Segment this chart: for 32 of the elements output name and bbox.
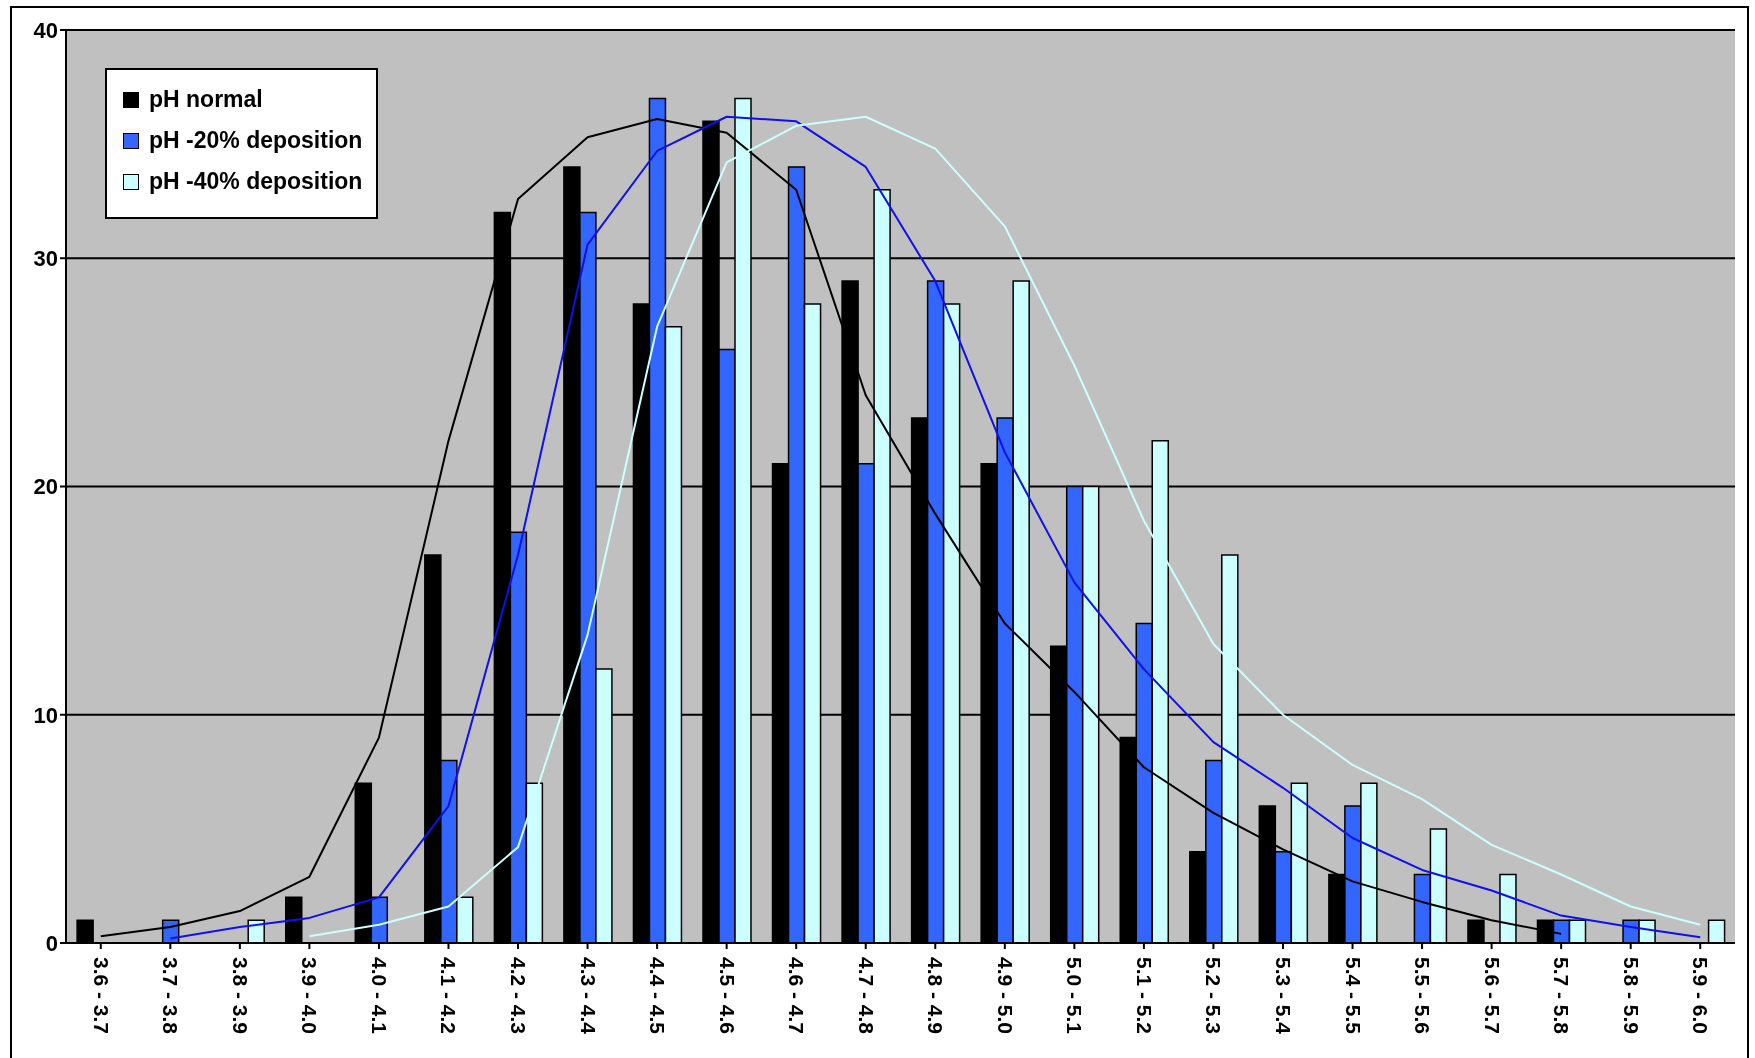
x-tick-label: 4.0 - 4.1 xyxy=(367,957,391,1035)
x-tick-label: 5.1 - 5.2 xyxy=(1132,957,1156,1035)
y-tick-label: 20 xyxy=(33,474,58,500)
x-tick-label: 3.8 - 3.9 xyxy=(228,957,252,1035)
x-tick-label: 3.6 - 3.7 xyxy=(89,957,113,1035)
x-tick-label: 5.8 - 5.9 xyxy=(1619,957,1643,1035)
y-tick-label: 40 xyxy=(33,17,58,43)
x-tick-label: 4.1 - 4.2 xyxy=(437,957,461,1035)
x-tick-label: 4.2 - 4.3 xyxy=(507,957,531,1035)
legend-label: pH -40% deposition xyxy=(149,168,363,195)
legend-label: pH normal xyxy=(149,86,263,113)
x-tick-label: 5.2 - 5.3 xyxy=(1202,957,1226,1035)
y-tick-label: 10 xyxy=(33,702,58,728)
x-tick-label: 5.4 - 5.5 xyxy=(1341,957,1365,1035)
legend-label: pH -20% deposition xyxy=(149,127,363,154)
x-tick-label: 4.8 - 4.9 xyxy=(924,957,948,1035)
y-tick-label: 30 xyxy=(33,246,58,272)
x-tick-label: 4.4 - 4.5 xyxy=(646,957,670,1035)
x-tick-label: 3.7 - 3.8 xyxy=(159,957,183,1035)
x-tick-label: 4.7 - 4.8 xyxy=(854,957,878,1035)
x-tick-label: 4.3 - 4.4 xyxy=(576,957,600,1035)
x-tick-label: 4.9 - 5.0 xyxy=(993,957,1017,1035)
x-tick-label: 5.5 - 5.6 xyxy=(1411,957,1435,1035)
x-tick-label: 5.7 - 5.8 xyxy=(1550,957,1574,1035)
x-tick-label: 5.3 - 5.4 xyxy=(1271,957,1295,1035)
x-tick-label: 4.6 - 4.7 xyxy=(785,957,809,1035)
x-tick-label: 5.6 - 5.7 xyxy=(1480,957,1504,1035)
x-tick-label: 5.9 - 6.0 xyxy=(1689,957,1713,1035)
x-tick-label: 3.9 - 4.0 xyxy=(298,957,322,1035)
x-tick-label: 5.0 - 5.1 xyxy=(1063,957,1087,1035)
y-tick-label: 0 xyxy=(45,930,58,956)
x-tick-label: 4.5 - 4.6 xyxy=(715,957,739,1035)
